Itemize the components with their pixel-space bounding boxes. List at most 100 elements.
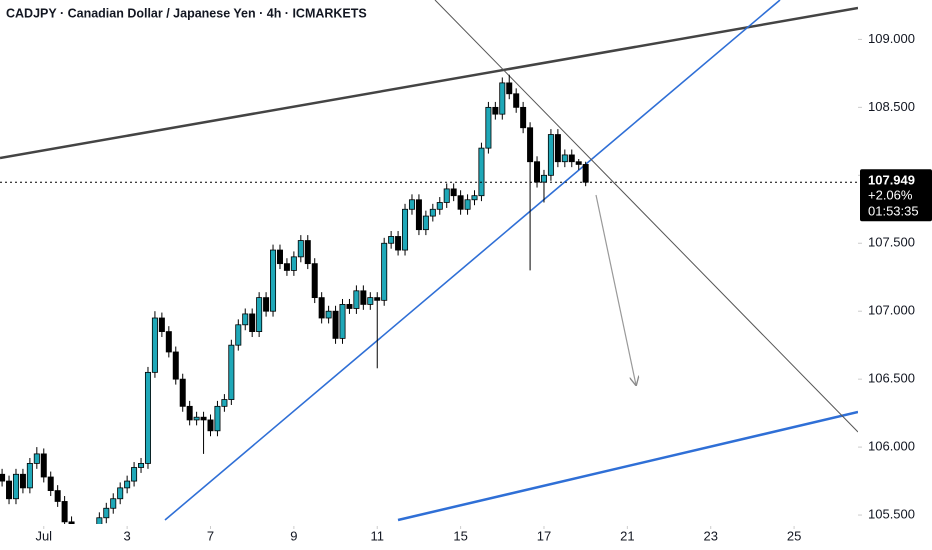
candle-body [311,263,318,299]
support-line [164,0,781,521]
x-tick-label: 17 [537,528,551,543]
candle-body [408,199,415,210]
candle-body [263,297,270,312]
candle-body [582,164,589,183]
candle-body [450,188,457,197]
candle-body [228,344,235,400]
candle-body [360,290,367,305]
candle-body [172,351,179,380]
candle-body [193,416,200,421]
candle-body [547,134,554,176]
candle-body [297,240,304,258]
y-tick-label: 106.500 [868,371,915,386]
candle-body [464,199,471,210]
candle-body [443,188,450,203]
candle-body [144,371,151,464]
projection-arrow [595,194,636,385]
candle-body [26,463,33,489]
candle-body [339,304,346,339]
candle-body [40,453,47,478]
candle-body [374,297,381,301]
candle-body [68,521,75,524]
candle-body [429,208,436,217]
x-tick-label: 21 [620,528,634,543]
candle-body [110,498,117,509]
candle-body [138,463,145,468]
candle-body [402,208,409,251]
last-price-label: 107.949 [868,173,915,188]
candle-body [103,507,110,519]
candle-body [221,399,228,407]
candle-body [485,106,492,149]
candle-body [575,161,582,165]
candle-body [200,416,207,421]
candle-body [256,297,263,332]
x-tick-label: 7 [207,528,214,543]
candle-body [353,290,360,309]
candle-body [249,313,256,332]
candle-body [76,535,81,542]
candle-body [131,467,138,482]
change-label: +2.06% [868,188,913,203]
candle-body [436,202,443,210]
candle-body [499,82,506,115]
candle-body [61,501,68,523]
price-box-bg [860,169,932,222]
candle-body [235,324,242,346]
countdown-label: 01:53:35 [868,204,919,219]
candle-body [318,297,325,319]
candle-body [242,313,249,326]
candle-body [33,453,40,464]
candle-body [367,297,374,305]
candle-body [19,473,26,489]
candle-body [471,195,478,201]
candle-body [492,106,499,115]
x-tick-label: 9 [290,528,297,543]
candle-body [270,249,277,312]
x-tick-label: 25 [787,528,801,543]
candle-body [186,405,193,421]
candle-body [520,106,527,129]
candle-body [415,199,422,231]
candle-body [554,134,561,163]
candle-body [151,317,158,373]
chart-title: CADJPY · Canadian Dollar / Japanese Yen … [6,6,367,20]
candle-body [540,174,547,183]
y-tick-label: 106.000 [868,439,915,454]
candle-body [527,127,534,163]
candle-body [207,419,214,432]
candle-body [457,195,464,210]
candle-body [124,480,131,489]
x-tick-label: 15 [453,528,467,543]
candle-body [54,490,61,502]
candle-body [179,378,186,407]
x-tick-label: 23 [703,528,717,543]
plot-area [0,0,858,543]
x-tick-label: Jul [35,528,52,543]
candle-body [158,317,165,332]
candle-body [332,310,339,339]
candle-body [290,256,297,271]
candle-body [0,473,6,482]
y-tick-label: 105.500 [868,506,915,521]
candle-body [83,540,88,543]
candle-body [6,480,13,500]
candle-body [395,236,402,251]
y-tick-label: 107.000 [868,303,915,318]
x-tick-label: 11 [370,528,384,543]
candle-body [561,154,568,163]
candle-body [534,161,541,183]
y-tick-label: 107.500 [868,235,915,250]
price-box: 107.949+2.06%01:53:35 [860,169,932,222]
candle-body [506,82,513,95]
candle-body [276,249,283,265]
trend-line [434,0,858,433]
candle-body [165,331,172,353]
candle-body [214,405,221,432]
candle-body [325,310,332,319]
y-tick-label: 108.500 [868,99,915,114]
candle-body [47,476,54,491]
candle-body [96,517,103,524]
candle-body [422,215,429,231]
